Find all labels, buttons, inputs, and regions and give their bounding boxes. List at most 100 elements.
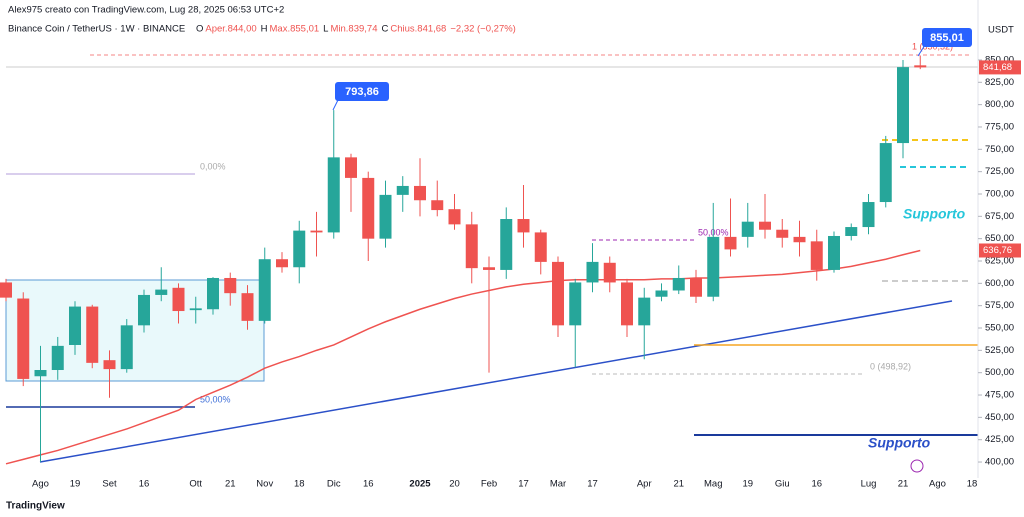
candle-body xyxy=(862,202,875,228)
x-tick-label: 20 xyxy=(449,479,460,490)
candle-body xyxy=(0,282,12,298)
y-tick-label: 400,00 xyxy=(985,457,1014,468)
x-tick-label: 19 xyxy=(70,479,81,490)
support-label: Supporto xyxy=(868,435,931,451)
candle-body xyxy=(707,236,720,297)
ohlc-item: Aper.844,00 xyxy=(205,24,256,35)
y-tick-label: 750,00 xyxy=(985,144,1014,155)
x-tick-label: 19 xyxy=(742,479,753,490)
candle-body xyxy=(172,287,185,312)
x-tick-label: 17 xyxy=(518,479,529,490)
ohlc-item: Min.839,74 xyxy=(330,24,377,35)
candle-body xyxy=(258,259,271,321)
fib-label: 0,00% xyxy=(200,161,226,171)
ohlc-row: O Aper.844,00 H Max.855,01 L Min.839,74 C Chius… xyxy=(196,24,516,35)
callout-label: 855,01 xyxy=(930,32,964,44)
y-tick-label: 850,00 xyxy=(985,54,1014,65)
ma-price-box xyxy=(979,243,1021,258)
candle-body xyxy=(810,241,823,270)
x-tick-label: Mar xyxy=(550,479,566,490)
candle-body xyxy=(224,277,237,294)
x-tick-label: 18 xyxy=(967,479,978,490)
x-tick-label: Mag xyxy=(704,479,722,490)
x-tick-label: 2025 xyxy=(409,479,431,490)
y-tick-label: 550,00 xyxy=(985,323,1014,334)
candle-body xyxy=(69,306,81,345)
x-tick-label: 17 xyxy=(587,479,598,490)
plot xyxy=(0,55,927,465)
ma-price-label: 636,76 xyxy=(983,245,1012,256)
x-tick-label: Set xyxy=(102,479,117,490)
candle-body xyxy=(241,293,254,321)
y-tick-label: 575,00 xyxy=(985,300,1014,311)
x-tick-label: Nov xyxy=(256,479,273,490)
candle-body xyxy=(34,370,47,377)
trend-line xyxy=(39,300,953,463)
candle-body xyxy=(414,185,426,201)
candle-body xyxy=(483,267,495,270)
candle-body xyxy=(431,200,444,211)
candle-body xyxy=(86,306,99,363)
candle-body xyxy=(517,219,530,233)
candle-body xyxy=(155,289,168,295)
event-icon[interactable] xyxy=(910,459,924,473)
candle-body xyxy=(776,229,789,238)
candle-body xyxy=(448,209,461,225)
y-tick-label: 625,00 xyxy=(985,256,1014,267)
y-tick-label: 675,00 xyxy=(985,211,1014,222)
candle-body xyxy=(552,261,564,326)
callout-pointer xyxy=(917,44,926,57)
y-tick-label: 525,00 xyxy=(985,345,1014,356)
candle-body xyxy=(51,345,64,371)
ohlc-item: C xyxy=(381,24,388,35)
candle-body xyxy=(586,261,599,283)
y-tick-label: 475,00 xyxy=(985,390,1014,401)
candle-body xyxy=(396,185,409,195)
candle-body xyxy=(569,282,582,326)
fib-label: 50,00% xyxy=(200,394,231,404)
candle-body xyxy=(638,297,651,326)
callout xyxy=(335,82,389,101)
candle-body xyxy=(103,360,116,370)
y-tick-label: 700,00 xyxy=(985,189,1014,200)
candle-body xyxy=(207,277,219,310)
x-tick-label: Lug xyxy=(861,479,877,490)
candle-body xyxy=(362,177,375,239)
candle-body xyxy=(534,232,547,262)
y-tick-label: 800,00 xyxy=(985,99,1014,110)
y-tick-label: 650,00 xyxy=(985,233,1014,244)
y-tick-label: 825,00 xyxy=(985,77,1014,88)
candle-body xyxy=(500,219,513,270)
y-tick-label: 500,00 xyxy=(985,367,1014,378)
x-tick-label: Ago xyxy=(929,479,946,490)
ohlc-item: −2,32 (−0,27%) xyxy=(450,24,516,35)
x-tick-label: Ott xyxy=(189,479,202,490)
candle-body xyxy=(655,290,668,297)
candle-body xyxy=(310,230,323,233)
chart-title: Alex975 creato con TradingView.com, Lug … xyxy=(8,5,284,16)
ohlc-item: H xyxy=(261,24,268,35)
x-tick-label: Giu xyxy=(775,479,790,490)
callout xyxy=(922,28,972,47)
x-tick-label: 21 xyxy=(673,479,684,490)
y-tick-label: 775,00 xyxy=(985,121,1014,132)
candle-body xyxy=(189,308,202,311)
x-tick-label: Apr xyxy=(637,479,652,490)
range-box xyxy=(5,279,265,382)
candle-body xyxy=(120,325,133,370)
candle-body xyxy=(603,262,616,283)
y-tick-label: 725,00 xyxy=(985,166,1014,177)
x-tick-label: Dic xyxy=(327,479,341,490)
support-label: Supporto xyxy=(903,206,966,222)
y-axis-label: USDT xyxy=(988,25,1014,36)
candle-body xyxy=(690,277,702,297)
candle-body xyxy=(621,282,633,326)
candle-body xyxy=(897,67,909,144)
candle-body xyxy=(379,194,392,239)
candle-body xyxy=(345,157,357,178)
candle-body xyxy=(793,236,806,243)
x-tick-label: 21 xyxy=(225,479,236,490)
chart-subtitle: Binance Coin / TetherUS · 1W · BINANCE xyxy=(8,24,185,35)
candle-body xyxy=(759,221,771,230)
ohlc-item: L xyxy=(323,24,328,35)
